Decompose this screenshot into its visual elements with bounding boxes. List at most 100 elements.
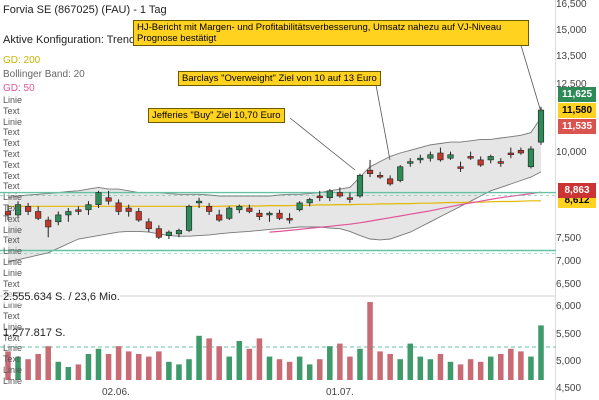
chart-title: Forvia SE (867025) (FAU) - 1 Tag — [3, 4, 167, 16]
volume-secondary: 1.277.817 S. — [3, 327, 66, 339]
indicator-gd200[interactable]: GD: 200 — [3, 55, 41, 66]
candle — [477, 159, 484, 166]
volume-bar — [286, 361, 293, 380]
volume-bar — [256, 338, 263, 380]
side-label: Linie — [3, 375, 23, 386]
side-label: Text — [3, 170, 20, 181]
volume-bar — [186, 359, 192, 380]
side-label: Linie — [3, 95, 23, 105]
volume-bar — [65, 367, 72, 380]
candle — [256, 212, 263, 217]
side-label: Text — [3, 354, 20, 365]
candle — [417, 157, 424, 161]
candle — [276, 212, 283, 219]
candle — [45, 219, 52, 228]
price-tag-gd50: 8,863 — [558, 183, 596, 198]
candle — [85, 204, 92, 211]
volume-bar — [266, 356, 273, 380]
side-label: Linie — [3, 246, 23, 257]
candle — [507, 152, 514, 156]
candle — [467, 156, 474, 159]
candle — [377, 175, 384, 178]
volume-bar — [15, 356, 21, 380]
volume-bar — [85, 354, 92, 380]
volume-tick: 5,000 — [556, 356, 582, 367]
volume-bar — [236, 341, 243, 380]
side-label: Text — [3, 127, 20, 138]
candle — [75, 209, 82, 212]
volume-bar — [457, 364, 464, 380]
side-label: Linie — [3, 224, 23, 235]
price-tag-last: 11,580 — [558, 103, 596, 118]
side-label: Text — [3, 105, 20, 116]
volume-tick: 6,000 — [556, 301, 582, 312]
volume-bar — [327, 346, 333, 380]
volume-bar — [105, 354, 112, 380]
volume-bar — [487, 356, 494, 380]
side-label: Text — [3, 159, 20, 170]
candle — [397, 166, 404, 181]
annotation-earnings[interactable]: HJ-Bericht mit Margen- und Profitabilitä… — [133, 20, 529, 46]
candle — [346, 197, 353, 200]
annotation-jefferies[interactable]: Jefferies "Buy" Ziel 10,70 Euro — [148, 108, 285, 123]
volume-bar — [467, 359, 474, 380]
candle — [527, 148, 535, 168]
side-label: Text — [3, 278, 20, 289]
volume-bar — [357, 348, 363, 380]
candle — [457, 166, 464, 169]
volume-bar — [437, 354, 444, 380]
candle — [447, 154, 454, 159]
candle — [95, 192, 102, 205]
volume-bar — [5, 351, 11, 380]
ma50-line — [269, 191, 542, 233]
candle — [437, 152, 444, 161]
side-label: Linie — [3, 300, 23, 311]
annotation-leader — [519, 41, 542, 113]
side-label: Linie — [3, 343, 23, 354]
candle — [407, 161, 414, 164]
config-label[interactable]: Aktive Konfiguration: Trend — [3, 34, 136, 46]
side-label: Text — [3, 181, 20, 192]
bollinger-lower-line — [7, 171, 542, 263]
bollinger-band-fill — [8, 117, 541, 262]
y-tick: 15,000 — [556, 25, 587, 36]
volume-bar — [135, 354, 142, 380]
indicator-bollinger[interactable]: Bollinger Band: 20 — [3, 69, 85, 80]
volume-bar — [296, 356, 303, 380]
volume-bar — [508, 348, 514, 380]
volume-main: 2.555.634 S. / 23,6 Mio. — [3, 291, 120, 304]
ma200-line — [8, 200, 541, 207]
candle — [4, 211, 12, 216]
indicator-gd50[interactable]: GD: 50 — [3, 83, 35, 94]
volume-bar — [226, 356, 233, 380]
candle — [55, 214, 62, 223]
candle — [336, 192, 343, 197]
annotation-barclays[interactable]: Barclays "Overweight" Ziel von 10 auf 13… — [178, 71, 381, 86]
candle — [497, 161, 504, 164]
volume-bar — [337, 343, 343, 380]
volume-bar — [176, 364, 182, 380]
y-tick: 10,000 — [556, 147, 587, 158]
price-tag-low: 11,535 — [558, 119, 596, 134]
y-tick: 6,500 — [556, 279, 582, 290]
y-tick: 16,500 — [556, 0, 587, 10]
volume-bar — [407, 343, 414, 380]
volume-bar — [35, 354, 41, 380]
side-label: Linie — [3, 267, 23, 278]
y-tick: 7,500 — [556, 233, 582, 244]
candle — [135, 211, 142, 221]
candle — [155, 228, 162, 238]
volume-bar — [206, 338, 212, 380]
candle — [427, 154, 434, 159]
candle — [25, 206, 32, 212]
side-label: Linie — [3, 321, 23, 332]
volume-bar — [166, 361, 172, 380]
volume-bar — [196, 335, 202, 380]
volume-bar — [377, 351, 383, 380]
volume-bar — [55, 361, 62, 380]
candle — [387, 178, 394, 185]
candle — [185, 206, 193, 231]
candle — [175, 230, 183, 235]
side-label: Linie — [3, 116, 23, 127]
